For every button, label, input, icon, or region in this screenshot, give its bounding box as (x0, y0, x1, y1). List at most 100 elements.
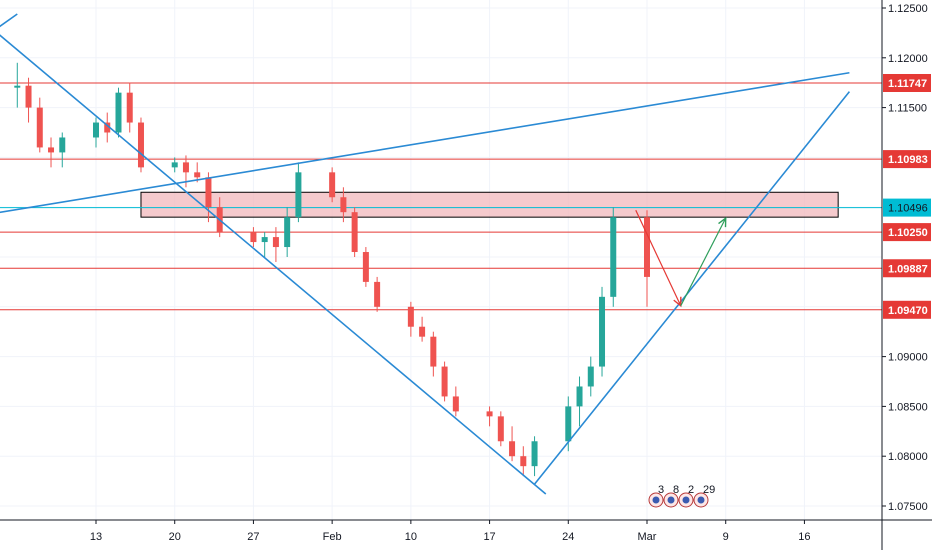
event-flag-label: 8 (673, 484, 679, 496)
candle (93, 117, 99, 148)
candle-body (59, 137, 66, 153)
candle-body (497, 416, 504, 442)
candle-body (351, 212, 358, 253)
candle-body (295, 172, 302, 218)
event-flag-icon[interactable]: 3 (648, 484, 664, 508)
event-flag-icon[interactable]: 2 (678, 484, 694, 508)
event-flag-label: 29 (703, 484, 715, 496)
candle (25, 77, 32, 123)
time-tick-label: 24 (562, 531, 574, 543)
level-price-tag: 1.10250 (883, 223, 931, 242)
candle (261, 232, 268, 257)
candle-body (104, 122, 111, 133)
candle-body (430, 336, 437, 367)
candle (104, 112, 111, 143)
price-tick-label: 1.08000 (888, 451, 928, 463)
time-tick-label: 13 (90, 531, 102, 543)
candle-body (610, 217, 617, 297)
level-price-tag: 1.09887 (883, 259, 931, 278)
event-flag-center (697, 496, 705, 504)
candle-body (171, 162, 178, 168)
arrow-head (718, 216, 727, 228)
candle (14, 62, 21, 108)
candle-body (93, 122, 99, 138)
candle (171, 157, 178, 173)
level-price-tag: 1.11747 (883, 73, 931, 92)
current-price-tag-label: 1.10496 (888, 203, 928, 215)
event-flag-center (667, 496, 675, 504)
event-flag-label: 3 (658, 484, 664, 496)
candle-body (587, 366, 594, 387)
candle-body (520, 456, 527, 467)
candle-body (137, 122, 144, 168)
trendline (0, 71, 850, 214)
candle-body (126, 92, 133, 123)
time-tick-label: Feb (323, 531, 342, 543)
time-tick-label: 10 (405, 531, 417, 543)
candles-layer (14, 62, 650, 477)
candle (419, 316, 426, 342)
candle-body (340, 197, 347, 213)
candle (520, 446, 527, 477)
event-flags-layer[interactable]: 3 8 2 29 (648, 484, 715, 508)
price-axis[interactable]: 1.12500 1.12000 1.11500 1.09000 1.08500 1.080… (881, 0, 931, 550)
candle (194, 162, 201, 183)
time-tick-label: 20 (169, 531, 181, 543)
arrow-shaft (635, 209, 682, 307)
candle-body (565, 406, 572, 442)
current-price-tag-bg (883, 198, 931, 217)
time-tick-label: Mar (638, 531, 657, 543)
candle (295, 162, 302, 223)
level-price-tag-label: 1.11747 (888, 78, 927, 90)
candle-body (25, 85, 32, 108)
candle (430, 331, 437, 377)
time-tick-label: 27 (247, 531, 259, 543)
grid (0, 0, 882, 520)
candle (599, 286, 606, 377)
level-price-tag-label: 1.10983 (888, 154, 928, 166)
price-tick-label: 1.12000 (888, 53, 928, 65)
candle-body (36, 107, 43, 148)
event-flag-icon[interactable]: 29 (693, 484, 715, 508)
candle-body (205, 177, 212, 208)
event-flag-label: 2 (688, 484, 694, 496)
candle-body (14, 85, 21, 88)
price-tick-label: 1.12500 (888, 3, 928, 15)
candle-body (599, 296, 606, 367)
price-tick-label: 1.09000 (888, 352, 928, 364)
candle (351, 207, 358, 257)
candle-body (419, 326, 426, 337)
trendlines-layer (0, 13, 851, 495)
candle (137, 117, 144, 173)
level-price-tag-bg (883, 223, 931, 242)
event-flag-icon[interactable]: 8 (663, 484, 679, 508)
candle (59, 132, 66, 168)
level-lines-layer (0, 82, 882, 311)
candle-body (441, 366, 448, 397)
time-tick-label: 16 (798, 531, 810, 543)
candle-body (250, 232, 257, 243)
level-price-tag-bg (883, 150, 931, 169)
candle-body (329, 172, 336, 198)
candle (531, 436, 538, 477)
price-tick-label: 1.08500 (888, 401, 928, 413)
time-tick-label: 17 (483, 531, 495, 543)
level-price-tag-label: 1.09470 (888, 305, 928, 317)
level-price-tag-label: 1.10250 (888, 227, 928, 239)
candle-body (509, 441, 516, 457)
candle (362, 247, 369, 287)
candle-body (48, 147, 55, 153)
level-price-tag: 1.09470 (883, 300, 931, 319)
candle-body (261, 237, 268, 243)
candle (329, 167, 336, 203)
trendline (533, 91, 851, 485)
trendline (0, 34, 547, 495)
time-axis[interactable]: 13 20 27 Feb 10 17 24 Mar 9 16 (0, 519, 932, 543)
candle (441, 361, 448, 402)
candle (486, 406, 493, 427)
candle (587, 356, 594, 397)
event-flag-center (682, 496, 690, 504)
